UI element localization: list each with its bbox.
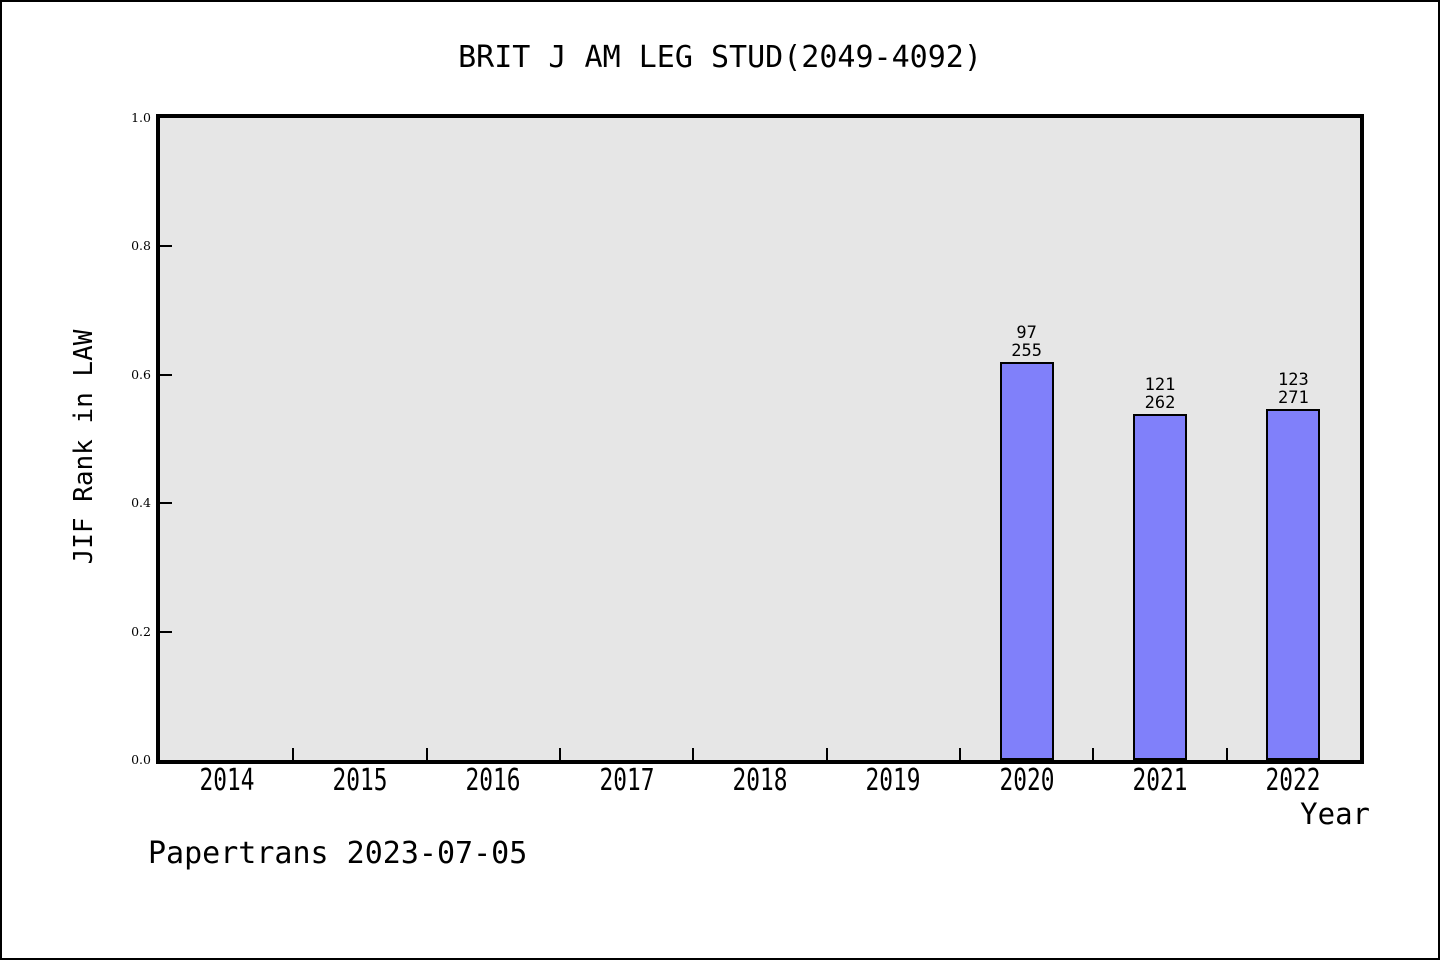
y-tick-label: 1.0 (131, 110, 151, 125)
x-tick-mark (1225, 748, 1228, 760)
bar-value-line: 262 (1144, 392, 1176, 413)
bar-value-label: 123 271 (1233, 372, 1353, 407)
x-tick-label: 2014 (199, 763, 255, 798)
bar-value-line: 97 (1016, 323, 1037, 344)
x-tick-label: 2020 (999, 763, 1055, 798)
y-tick-mark (160, 373, 172, 376)
bar-2022 (1266, 409, 1321, 760)
x-tick-label: 2017 (599, 763, 655, 798)
x-tick-label: 2018 (732, 763, 788, 798)
bar-2020 (999, 362, 1054, 760)
x-tick-label: 2021 (1132, 763, 1188, 798)
y-tick-mark (160, 630, 172, 633)
y-tick-label: 0.2 (131, 623, 151, 639)
bar-value-label: 97 255 (967, 325, 1087, 360)
x-tick-mark (425, 748, 428, 760)
x-tick-mark (292, 748, 295, 760)
y-tick-label: 0.8 (131, 238, 151, 254)
bar-value-line: 123 (1277, 370, 1309, 391)
bar-2021 (1133, 414, 1187, 760)
x-tick-mark (1092, 748, 1095, 760)
y-axis-label: JIF Rank in LAW (69, 329, 99, 565)
y-tick-mark (160, 245, 172, 248)
x-tick-label: 2019 (865, 763, 921, 798)
y-tick-label: 0.0 (131, 752, 151, 767)
chart-title: BRIT J AM LEG STUD(2049-4092) (458, 40, 982, 75)
y-tick-label: 0.6 (131, 366, 151, 382)
x-tick-mark (959, 748, 961, 760)
bar-value-line: 271 (1277, 387, 1309, 408)
x-tick-mark (825, 748, 828, 760)
x-axis-label: Year (1300, 797, 1370, 831)
x-tick-label: 2016 (465, 763, 521, 798)
x-tick-mark (692, 748, 695, 760)
x-tick-label: 2022 (1265, 763, 1321, 798)
y-tick-label: 0.4 (131, 495, 151, 511)
x-tick-mark (559, 748, 561, 760)
bar-value-line: 121 (1144, 375, 1176, 396)
watermark-text: Papertrans 2023-07-05 (148, 836, 528, 871)
plot-area: 97 255 121 262 123 271 (156, 114, 1364, 764)
bar-value-label: 121 262 (1100, 377, 1220, 412)
y-tick-mark (160, 502, 172, 505)
bar-value-line: 255 (1011, 340, 1043, 361)
x-tick-label: 2015 (332, 763, 388, 798)
